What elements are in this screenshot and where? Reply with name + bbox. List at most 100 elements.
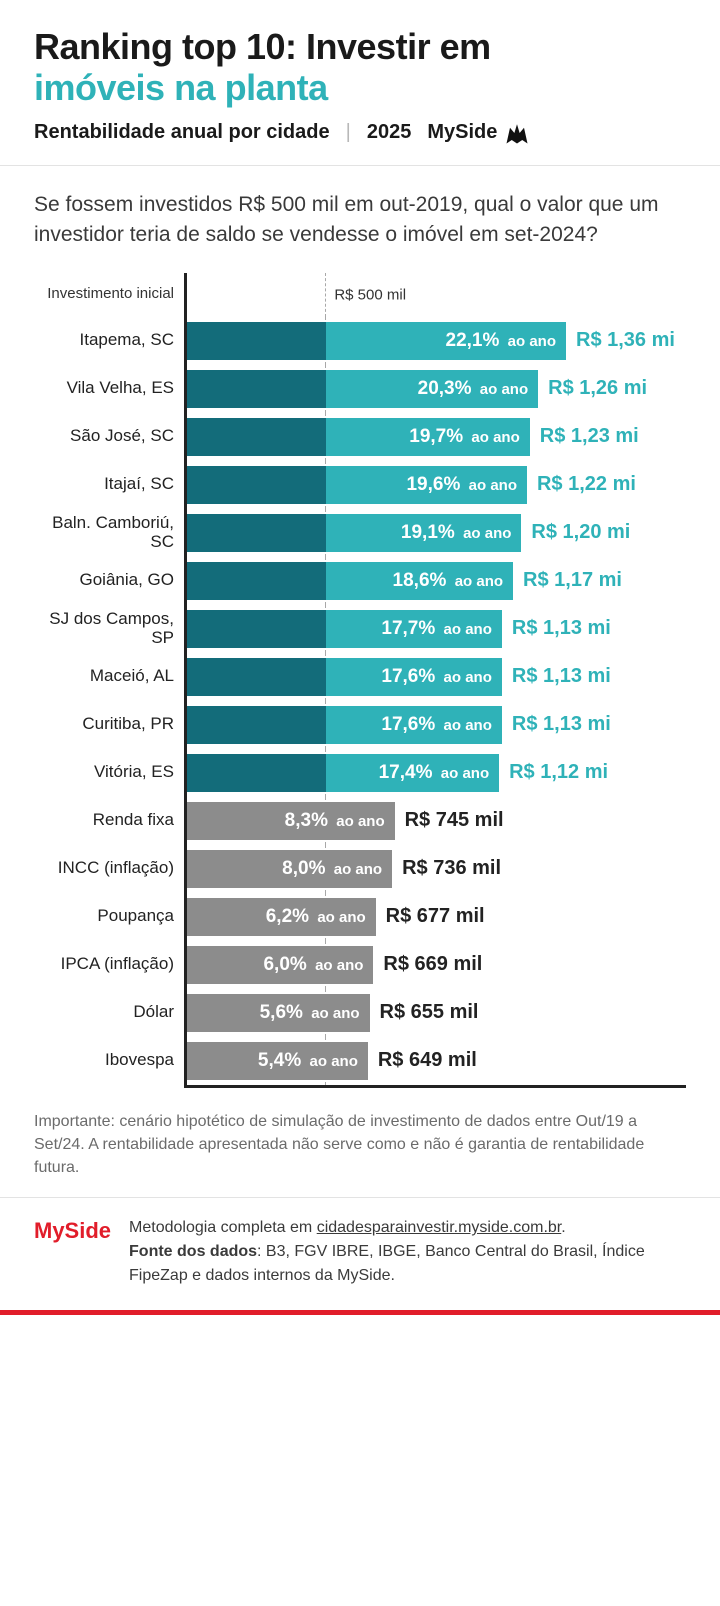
bar-value: R$ 736 mil <box>402 857 501 880</box>
bar-area: 6,2% ao anoR$ 677 mil <box>184 893 686 941</box>
bar: 5,4% ao ano <box>187 1042 368 1080</box>
page: Ranking top 10: Investir em imóveis na p… <box>0 0 720 1315</box>
row-label: Itapema, SC <box>34 331 184 350</box>
bar-underlay <box>187 514 326 552</box>
bar-pct: 8,0% ao ano <box>282 858 382 880</box>
footer-brand: MySide <box>34 1216 111 1288</box>
bar-underlay <box>187 418 326 456</box>
bar-value: R$ 1,13 mi <box>512 665 611 688</box>
row-label: IPCA (inflação) <box>34 955 184 974</box>
bar-value: R$ 1,22 mi <box>537 473 636 496</box>
wolf-icon <box>503 119 531 147</box>
title-line-2: imóveis na planta <box>34 67 328 108</box>
body: Se fossem investidos R$ 500 mil em out-2… <box>0 166 720 1197</box>
row-label: Goiânia, GO <box>34 571 184 590</box>
bar-underlay <box>187 610 326 648</box>
bar-underlay <box>187 706 326 744</box>
chart-row: IPCA (inflação) 6,0% ao ano R$ 669 mil <box>34 941 686 989</box>
bar-pct: 19,7% ao ano <box>409 426 520 448</box>
bar-area: 8,3% ao ano R$ 745 mil <box>184 797 686 845</box>
bar: 8,3% ao ano <box>187 802 395 840</box>
chart-row: Vitória, ES17,4% ao anoR$ 1,12 mi <box>34 749 686 797</box>
guide-line <box>187 273 326 317</box>
bar-area: 19,6% ao ano R$ 1,22 mi <box>184 461 686 509</box>
bar-area: 17,6% ao anoR$ 1,13 mi <box>184 701 686 749</box>
row-label: Renda fixa <box>34 811 184 830</box>
chart-row: Maceió, AL 17,6% ao ano R$ 1,13 mi <box>34 653 686 701</box>
title-line-1: Ranking top 10: Investir em <box>34 26 491 67</box>
bar-underlay <box>187 658 326 696</box>
bar-underlay <box>187 322 326 360</box>
bar-value: R$ 1,23 mi <box>540 425 639 448</box>
bar-area: 5,6% ao anoR$ 655 mil <box>184 989 686 1037</box>
bar-pct: 17,6% ao ano <box>381 666 492 688</box>
bar-pct: 17,6% ao ano <box>381 714 492 736</box>
brand-text: MySide <box>427 121 497 144</box>
bar-wrap: 19,7% ao ano R$ 1,23 mi <box>187 418 639 456</box>
bar-wrap: 18,6% ao anoR$ 1,17 mi <box>187 562 622 600</box>
bar-wrap: 6,2% ao anoR$ 677 mil <box>187 898 485 936</box>
bar-wrap: 5,6% ao anoR$ 655 mil <box>187 994 478 1032</box>
bar-pct: 19,6% ao ano <box>406 474 517 496</box>
bar-pct: 5,4% ao ano <box>258 1050 358 1072</box>
chart-row: Dólar5,6% ao anoR$ 655 mil <box>34 989 686 1037</box>
row-label: Maceió, AL <box>34 667 184 686</box>
footer-accent-bar <box>0 1310 720 1315</box>
bar-value: R$ 669 mil <box>383 953 482 976</box>
initial-label: Investimento inicial <box>34 286 184 303</box>
bar-area: 8,0% ao ano R$ 736 mil <box>184 845 686 893</box>
row-label: Poupança <box>34 907 184 926</box>
footer-link[interactable]: cidadesparainvestir.myside.com.br <box>317 1219 562 1236</box>
footer-sources-label: Fonte dos dados <box>129 1243 257 1260</box>
bar-underlay <box>187 466 326 504</box>
row-label: São José, SC <box>34 427 184 446</box>
header: Ranking top 10: Investir em imóveis na p… <box>0 0 720 166</box>
bar-value: R$ 1,17 mi <box>523 569 622 592</box>
chart-row: Renda fixa 8,3% ao ano R$ 745 mil <box>34 797 686 845</box>
bar-area: 6,0% ao ano R$ 669 mil <box>184 941 686 989</box>
bar-pct: 22,1% ao ano <box>446 330 557 352</box>
bar: 5,6% ao ano <box>187 994 370 1032</box>
bar-wrap: 17,6% ao anoR$ 1,13 mi <box>187 706 611 744</box>
bar-value: R$ 1,36 mi <box>576 329 675 352</box>
bar-pct: 5,6% ao ano <box>260 1002 360 1024</box>
bar-value: R$ 649 mil <box>378 1049 477 1072</box>
brand-lockup: MySide <box>427 119 531 147</box>
bar-wrap: 17,6% ao ano R$ 1,13 mi <box>187 658 611 696</box>
bar-wrap: 17,7% ao anoR$ 1,13 mi <box>187 610 611 648</box>
chart-row: Baln. Camboriú, SC19,1% ao anoR$ 1,20 mi <box>34 509 686 557</box>
page-title: Ranking top 10: Investir em imóveis na p… <box>34 26 686 109</box>
bar-wrap: 8,0% ao ano R$ 736 mil <box>187 850 501 888</box>
bar-wrap: 8,3% ao ano R$ 745 mil <box>187 802 504 840</box>
bar: 8,0% ao ano <box>187 850 392 888</box>
bar-wrap: 17,4% ao anoR$ 1,12 mi <box>187 754 608 792</box>
chart-row: Itapema, SC 22,1% ao ano R$ 1,36 mi <box>34 317 686 365</box>
row-label: Itajaí, SC <box>34 475 184 494</box>
footer-text: Metodologia completa em cidadesparainves… <box>129 1216 686 1288</box>
bar-area: 22,1% ao ano R$ 1,36 mi <box>184 317 686 365</box>
bar-pct: 17,7% ao ano <box>381 618 492 640</box>
initial-value-label: R$ 500 mil <box>334 286 406 303</box>
footer-line1-b: . <box>561 1219 565 1236</box>
bar-area: 17,7% ao anoR$ 1,13 mi <box>184 605 686 653</box>
row-label: Baln. Camboriú, SC <box>34 514 184 551</box>
bar-area: 17,4% ao anoR$ 1,12 mi <box>184 749 686 797</box>
bar-value: R$ 745 mil <box>405 809 504 832</box>
bar-pct: 6,0% ao ano <box>263 954 363 976</box>
chart-header-row: Investimento inicial R$ 500 mil <box>34 273 686 317</box>
footer: MySide Metodologia completa em cidadespa… <box>0 1197 720 1310</box>
chart-row: Goiânia, GO18,6% ao anoR$ 1,17 mi <box>34 557 686 605</box>
row-label: SJ dos Campos, SP <box>34 610 184 647</box>
bar-pct: 8,3% ao ano <box>285 810 385 832</box>
subtitle: Rentabilidade anual por cidade <box>34 121 330 144</box>
bar-area: R$ 500 mil <box>184 273 686 317</box>
row-label: Vila Velha, ES <box>34 379 184 398</box>
bar-wrap: 6,0% ao ano R$ 669 mil <box>187 946 482 984</box>
bar-area: 17,6% ao ano R$ 1,13 mi <box>184 653 686 701</box>
bar-chart: Investimento inicial R$ 500 mil Itapema, S… <box>34 273 686 1085</box>
year: 2025 <box>367 121 412 144</box>
bar-area: 20,3% ao anoR$ 1,26 mi <box>184 365 686 413</box>
chart-row: São José, SC 19,7% ao ano R$ 1,23 mi <box>34 413 686 461</box>
bar: 6,0% ao ano <box>187 946 373 984</box>
bar-pct: 19,1% ao ano <box>401 522 512 544</box>
